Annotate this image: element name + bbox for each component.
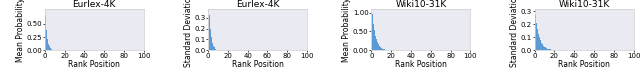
Bar bbox=[49, 46, 51, 50]
Bar bbox=[548, 49, 549, 50]
Y-axis label: Mean Probability: Mean Probability bbox=[342, 0, 351, 62]
Bar bbox=[377, 42, 378, 50]
X-axis label: Rank Position: Rank Position bbox=[395, 60, 447, 69]
Bar bbox=[211, 38, 212, 50]
Bar bbox=[381, 49, 383, 50]
Bar bbox=[379, 46, 380, 50]
Bar bbox=[542, 44, 543, 50]
Bar bbox=[544, 47, 545, 50]
Bar bbox=[209, 29, 211, 50]
Title: Wiki10-31K: Wiki10-31K bbox=[559, 0, 610, 9]
Bar bbox=[373, 24, 374, 50]
Bar bbox=[541, 43, 542, 50]
Bar bbox=[374, 30, 375, 50]
Bar bbox=[383, 49, 384, 50]
Bar bbox=[536, 23, 537, 50]
Bar bbox=[212, 46, 214, 50]
Bar bbox=[537, 29, 538, 50]
Bar bbox=[538, 34, 539, 50]
Bar bbox=[48, 44, 49, 50]
Bar bbox=[378, 44, 379, 50]
Bar bbox=[539, 37, 540, 50]
X-axis label: Rank Position: Rank Position bbox=[558, 60, 610, 69]
Title: Eurlex-4K: Eurlex-4K bbox=[72, 0, 116, 9]
Y-axis label: Mean Probability: Mean Probability bbox=[16, 0, 25, 62]
Bar bbox=[47, 39, 48, 50]
Y-axis label: Standard Deviation: Standard Deviation bbox=[184, 0, 193, 67]
Bar bbox=[214, 49, 216, 50]
Y-axis label: Standard Deviation: Standard Deviation bbox=[510, 0, 519, 67]
Bar bbox=[376, 39, 377, 50]
Bar bbox=[545, 47, 546, 50]
X-axis label: Rank Position: Rank Position bbox=[68, 60, 120, 69]
Bar bbox=[375, 36, 376, 50]
Bar bbox=[45, 16, 46, 50]
Bar bbox=[547, 49, 548, 50]
Bar bbox=[51, 49, 52, 50]
Title: Eurlex-4K: Eurlex-4K bbox=[236, 0, 279, 9]
Bar bbox=[372, 14, 373, 50]
Bar bbox=[535, 15, 536, 50]
X-axis label: Rank Position: Rank Position bbox=[232, 60, 284, 69]
Bar bbox=[549, 49, 550, 50]
Bar bbox=[546, 48, 547, 50]
Bar bbox=[540, 40, 541, 50]
Bar bbox=[543, 46, 544, 50]
Bar bbox=[46, 30, 47, 50]
Bar bbox=[380, 47, 381, 50]
Title: Wiki10-31K: Wiki10-31K bbox=[396, 0, 447, 9]
Bar bbox=[384, 49, 385, 50]
